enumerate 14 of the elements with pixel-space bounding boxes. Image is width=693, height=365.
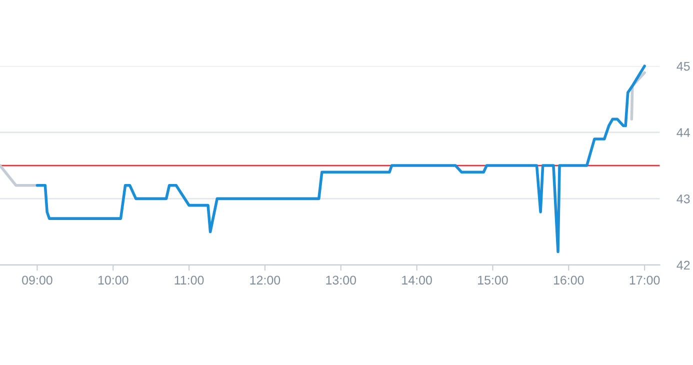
x-tick-label: 15:00 — [478, 276, 508, 285]
y-tick-label: 42 — [676, 260, 690, 270]
y-tick-label: 45 — [676, 62, 690, 71]
line-series — [36, 64, 646, 254]
x-tick-label: 10:00 — [98, 276, 128, 285]
x-tick-label: 17:00 — [630, 276, 660, 285]
x-tick-label: 16:00 — [554, 276, 584, 285]
x-tick-label: 09:00 — [22, 276, 52, 285]
x-tick-label: 12:00 — [250, 276, 280, 285]
x-tick-label: 13:00 — [326, 276, 356, 285]
y-tick-label: 44 — [676, 128, 690, 137]
x-tick-label: 14:00 — [402, 276, 432, 285]
x-tick-label: 11:00 — [174, 276, 204, 285]
y-tick-label: 43 — [676, 194, 690, 204]
